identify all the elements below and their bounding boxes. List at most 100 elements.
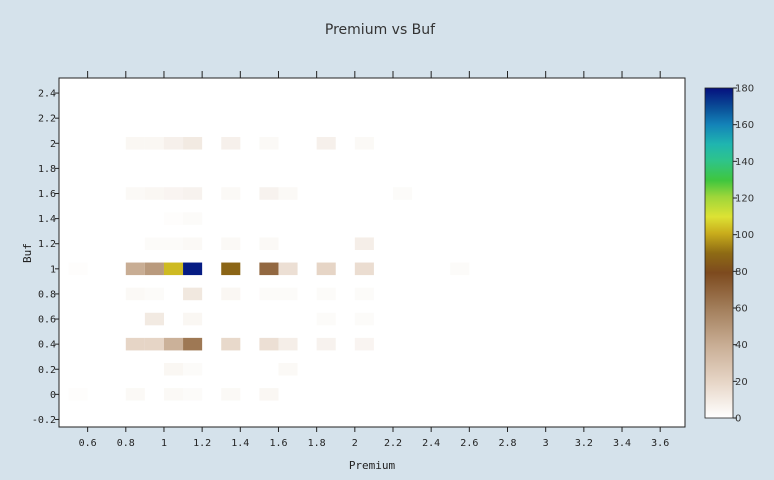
heatmap-cell [183,312,203,326]
heatmap-cell [183,388,203,401]
y-tick-label: 0.6 [38,315,56,326]
y-tick-label: 1 [50,264,56,275]
y-tick-label: 2.2 [38,114,56,125]
heatmap-cell [278,262,298,276]
heatmap-cell [163,362,184,376]
heatmap-cell [68,262,88,276]
x-tick-label: 2.6 [460,438,478,449]
heatmap-cells [68,137,470,401]
heatmap-cell [144,137,164,150]
colorbar-tick-label: 60 [735,304,748,315]
y-tick-label: 1.4 [38,214,56,225]
heatmap-cell [68,388,88,401]
x-tick-label: 1.6 [269,438,287,449]
y-tick-label: -0.2 [32,415,56,426]
x-axis-label: Premium [349,459,396,472]
heatmap-cell [183,237,203,250]
x-tick-label: 3 [543,438,549,449]
colorbar-tick-label: 0 [735,414,741,425]
y-tick-label: 2 [50,139,56,150]
heatmap-cell [163,262,184,276]
x-tick-label: 1.4 [231,438,249,449]
colorbar-tick-label: 140 [735,157,754,168]
heatmap-cell [221,137,241,150]
x-tick-label: 2 [352,438,358,449]
colorbar-tick-label: 20 [735,377,748,388]
x-tick-label: 2.2 [384,438,402,449]
x-tick-label: 1 [161,438,167,449]
heatmap-cell [221,388,241,401]
heatmap-cell [125,262,145,276]
heatmap-cell [259,187,279,200]
heatmap-cell [221,187,241,200]
colorbar-tick-label: 120 [735,194,754,205]
y-tick-label: 1.6 [38,189,56,200]
heatmap-cell [278,187,298,200]
x-tick-label: 2.8 [498,438,516,449]
y-tick-label: 1.8 [38,164,56,175]
heatmap-cell [450,262,470,276]
heatmap-cell [354,287,374,301]
heatmap-cell [354,137,374,150]
heatmap-cell [259,137,279,150]
heatmap-cell [316,337,336,351]
heatmap-cell [259,262,279,276]
heatmap-cell [144,337,164,351]
heatmap-cell [316,312,336,326]
heatmap-cell [183,337,203,351]
colorbar-tick-label: 80 [735,267,748,278]
colorbar-tick-label: 160 [735,120,754,131]
colorbar-tick-label: 100 [735,230,754,241]
colorbar [704,87,734,419]
heatmap-cell [163,137,184,150]
colorbar-ticks: 0 20 40 60 80 100 120 140 160 180 [733,84,754,425]
heatmap-cell [278,362,298,376]
heatmap-cell [144,312,164,326]
x-tick-label: 0.6 [79,438,97,449]
x-tick-label: 2.4 [422,438,440,449]
heatmap-cell [144,262,164,276]
x-tick-label: 0.8 [117,438,135,449]
heatmap-cell [163,212,184,225]
y-tick-label: 0 [50,390,56,401]
plot-area [58,77,686,428]
heatmap-cell [125,388,145,401]
x-tick-label: 3.2 [575,438,593,449]
heatmap-cell [354,337,374,351]
heatmap-cell [259,287,279,301]
heatmap-cell [278,287,298,301]
y-axis: -0.2 0 0.2 0.4 0.6 0.8 1 1.2 1.4 1.6 1.8 2 2.2 2.4 [32,89,59,426]
heatmap-cell [259,337,279,351]
heatmap-cell [354,262,374,276]
x-tick-label: 1.8 [308,438,326,449]
y-tick-label: 0.4 [38,340,56,351]
heatmap-cell [144,287,164,301]
heatmap-cell [316,287,336,301]
heatmap-cell [221,237,241,250]
heatmap-cell [221,337,241,351]
heatmap-cell [183,362,203,376]
heatmap-cell [278,337,298,351]
heatmap-cell [259,388,279,401]
colorbar-tick-label: 180 [735,84,754,95]
heatmap-cell [163,237,184,250]
heatmap-cell [354,312,374,326]
heatmap-cell [221,262,241,276]
y-tick-label: 0.2 [38,365,56,376]
colorbar-tick-label: 40 [735,340,748,351]
heatmap-cell [392,187,413,200]
x-tick-label: 3.6 [651,438,669,449]
y-axis-label: Buf [21,243,34,263]
y-tick-label: 2.4 [38,89,56,100]
heatmap-cell [316,137,336,150]
heatmap-cell [183,137,203,150]
heatmap-cell [125,287,145,301]
heatmap-cell [183,187,203,200]
heatmap-cell [183,262,203,276]
y-tick-label: 0.8 [38,289,56,300]
heatmap-cell [221,287,241,301]
heatmap-cell [183,212,203,225]
x-tick-label: 3.4 [613,438,631,449]
y-tick-label: 1.2 [38,239,56,250]
